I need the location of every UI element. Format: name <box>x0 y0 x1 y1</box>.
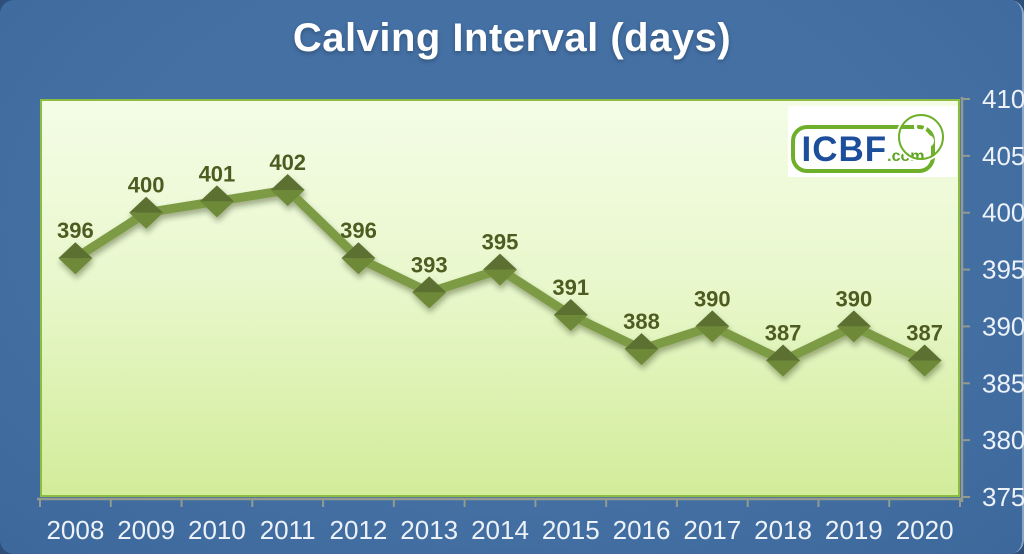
data-point-label: 390 <box>835 286 872 311</box>
data-point-marker <box>58 242 93 259</box>
y-axis-label: 380 <box>982 425 1024 455</box>
x-axis-label: 2009 <box>117 515 175 545</box>
data-point-marker <box>483 269 517 286</box>
data-point-marker <box>907 360 942 377</box>
data-point-marker <box>129 196 164 213</box>
x-axis-label: 2008 <box>46 515 104 545</box>
data-point-label: 391 <box>552 275 589 300</box>
icbf-logo-text: ICBF <box>801 129 888 169</box>
data-point-marker <box>836 326 871 343</box>
data-point-marker <box>695 310 730 327</box>
x-axis-label: 2020 <box>896 515 954 545</box>
x-axis-label: 2015 <box>542 515 600 545</box>
data-point-label: 396 <box>340 218 377 243</box>
x-axis-label: 2018 <box>754 515 812 545</box>
icbf-logo: ICBF .com <box>788 106 957 177</box>
data-point-marker <box>341 242 376 259</box>
x-axis-label: 2016 <box>613 515 671 545</box>
data-point-marker <box>766 360 801 377</box>
data-point-label: 400 <box>128 173 165 198</box>
data-point-label: 387 <box>906 321 943 346</box>
data-point-marker <box>199 185 234 202</box>
emblem-circle-icon <box>914 120 927 133</box>
data-point-marker <box>836 310 871 327</box>
y-axis-label: 400 <box>982 198 1024 228</box>
series-group <box>58 173 942 377</box>
emblem-circle-icon <box>922 135 934 147</box>
x-axis-label: 2014 <box>471 515 529 545</box>
y-axis-label: 405 <box>982 141 1024 171</box>
emblem-circle-icon <box>905 135 917 147</box>
data-point-marker <box>624 349 659 366</box>
y-axis-label: 395 <box>982 255 1024 285</box>
data-point-marker <box>553 315 588 332</box>
y-axis-label: 375 <box>982 482 1024 512</box>
x-axis-label: 2011 <box>260 515 316 545</box>
x-axis-label: 2013 <box>400 515 458 545</box>
data-point-marker <box>412 276 447 293</box>
y-axis-label: 385 <box>982 368 1024 398</box>
x-axis-label: 2017 <box>683 515 741 545</box>
y-axis-label: 390 <box>982 311 1024 341</box>
x-axis-label: 2010 <box>188 515 246 545</box>
data-point-marker <box>199 201 234 218</box>
icbf-logo-emblem-icon <box>898 114 944 160</box>
chart-title: Calving Interval (days) <box>292 16 732 60</box>
data-point-marker <box>483 253 517 270</box>
data-point-label: 388 <box>623 309 660 334</box>
y-axis-label: 410 <box>982 84 1024 114</box>
data-point-label: 402 <box>269 150 306 175</box>
data-point-label: 387 <box>765 321 802 346</box>
data-point-marker <box>695 326 730 343</box>
data-point-marker <box>58 258 93 275</box>
data-point-marker <box>553 299 588 316</box>
data-point-label: 395 <box>482 230 519 255</box>
data-point-marker <box>412 292 447 309</box>
data-point-label: 390 <box>694 286 731 311</box>
data-point-label: 396 <box>57 218 94 243</box>
data-point-marker <box>270 173 305 190</box>
data-point-label: 393 <box>411 252 448 277</box>
data-point-label: 401 <box>199 161 236 186</box>
icbf-logo-box: ICBF .com <box>791 125 935 173</box>
data-point-marker <box>341 258 376 275</box>
data-point-marker <box>907 344 942 361</box>
data-point-marker <box>129 212 164 229</box>
x-axis-label: 2012 <box>330 515 388 545</box>
data-point-marker <box>766 344 801 361</box>
data-point-marker <box>270 189 305 206</box>
data-point-marker <box>624 333 659 350</box>
x-axis-label: 2019 <box>825 515 883 545</box>
